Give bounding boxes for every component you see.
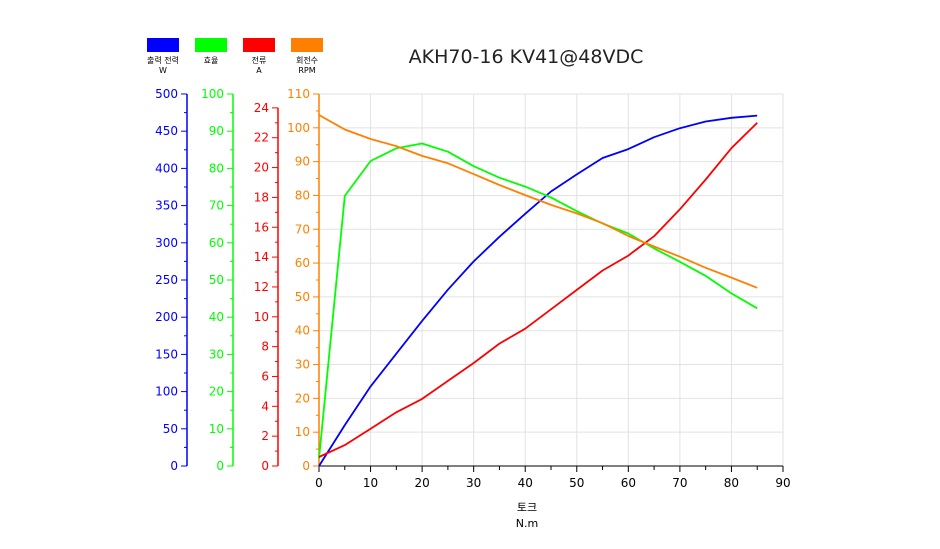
x-tick-label: 60 <box>621 476 636 490</box>
chart-title: AKH70-16 KV41@48VDC <box>409 46 644 68</box>
legend-label-rpm: 회전수 <box>296 55 318 65</box>
eff-tick-label: 10 <box>209 422 224 436</box>
rpm-tick-label: 60 <box>295 256 310 270</box>
eff-tick-label: 80 <box>209 161 224 175</box>
rpm-tick-label: 80 <box>295 188 310 202</box>
a-tick-label: 14 <box>254 250 269 264</box>
series-line-w <box>318 114 758 467</box>
eff-tick-label: 50 <box>209 273 224 287</box>
w-tick-label: 250 <box>155 273 178 287</box>
series-line-a <box>318 122 758 458</box>
a-tick-label: 0 <box>261 459 269 473</box>
rpm-tick-label: 40 <box>295 324 310 338</box>
w-tick-label: 450 <box>155 124 178 138</box>
axes: 0 10 20 30 40 50 60 70 80 90050100150200250300350… <box>155 87 791 490</box>
x-axis-label: 토크 <box>517 501 537 514</box>
x-tick-label: 0 <box>315 476 323 490</box>
a-tick-label: 8 <box>261 340 269 354</box>
w-tick-label: 50 <box>163 422 178 436</box>
legend-swatch-w <box>147 38 179 52</box>
eff-tick-label: 60 <box>209 236 224 250</box>
w-tick-label: 300 <box>155 236 178 250</box>
x-tick-label: 70 <box>672 476 687 490</box>
w-tick-label: 0 <box>170 459 178 473</box>
rpm-tick-label: 0 <box>302 459 310 473</box>
rpm-tick-label: 110 <box>287 87 310 101</box>
a-tick-label: 2 <box>261 429 269 443</box>
w-tick-label: 350 <box>155 199 178 213</box>
w-tick-label: 100 <box>155 385 178 399</box>
a-tick-label: 4 <box>261 399 269 413</box>
series-lines <box>318 114 758 467</box>
eff-tick-label: 100 <box>201 87 224 101</box>
eff-tick-label: 90 <box>209 124 224 138</box>
legend-unit-rpm: RPM <box>298 66 315 75</box>
a-tick-label: 22 <box>254 131 269 145</box>
legend-label-w: 출력 전력 <box>147 55 179 65</box>
a-tick-label: 6 <box>261 369 269 383</box>
a-tick-label: 10 <box>254 310 269 324</box>
rpm-tick-label: 30 <box>295 358 310 372</box>
x-tick-label: 10 <box>363 476 378 490</box>
x-tick-label: 90 <box>775 476 790 490</box>
series-line-rpm <box>318 114 758 289</box>
eff-tick-label: 40 <box>209 310 224 324</box>
legend-swatch-rpm <box>291 38 323 52</box>
legend-label-a: 전류 <box>252 55 267 65</box>
grid <box>319 93 784 466</box>
legend-swatch-a <box>243 38 275 52</box>
rpm-tick-label: 100 <box>287 121 310 135</box>
w-tick-label: 150 <box>155 347 178 361</box>
legend-unit-a: A <box>256 66 262 75</box>
w-tick-label: 200 <box>155 310 178 324</box>
legend-label-eff: 효율 <box>204 56 219 65</box>
a-tick-label: 16 <box>254 220 269 234</box>
rpm-tick-label: 20 <box>295 391 310 405</box>
w-tick-label: 400 <box>155 161 178 175</box>
w-tick-label: 500 <box>155 87 178 101</box>
rpm-tick-label: 10 <box>295 425 310 439</box>
x-tick-label: 20 <box>414 476 429 490</box>
series-line-eff <box>318 142 758 459</box>
x-tick-label: 50 <box>569 476 584 490</box>
a-tick-label: 12 <box>254 280 269 294</box>
rpm-tick-label: 90 <box>295 155 310 169</box>
eff-tick-label: 0 <box>216 459 224 473</box>
x-tick-label: 30 <box>466 476 481 490</box>
a-tick-label: 18 <box>254 190 269 204</box>
a-tick-label: 20 <box>254 161 269 175</box>
eff-tick-label: 20 <box>209 385 224 399</box>
x-tick-label: 40 <box>518 476 533 490</box>
eff-tick-label: 70 <box>209 199 224 213</box>
eff-tick-label: 30 <box>209 347 224 361</box>
x-tick-label: 80 <box>724 476 739 490</box>
legend-unit-w: W <box>159 66 167 75</box>
a-tick-label: 24 <box>254 101 269 115</box>
rpm-tick-label: 70 <box>295 222 310 236</box>
legend-swatch-eff <box>195 38 227 52</box>
x-axis-unit: N.m <box>516 517 538 530</box>
rpm-tick-label: 50 <box>295 290 310 304</box>
